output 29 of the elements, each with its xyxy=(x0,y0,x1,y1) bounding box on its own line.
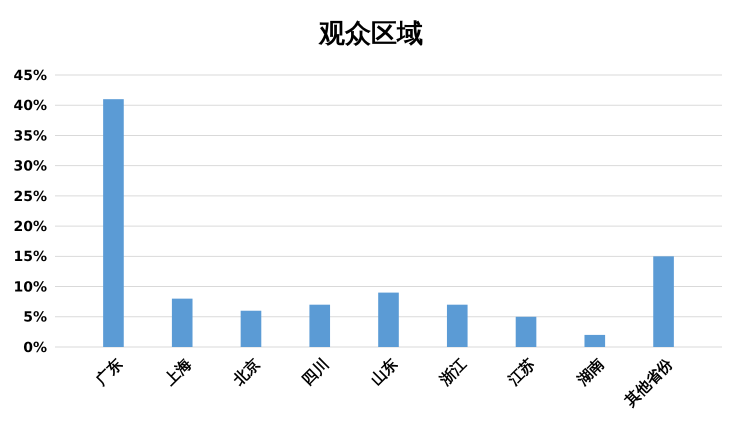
x-tick-label: 广东 xyxy=(91,354,126,390)
y-tick-label: 40% xyxy=(13,98,47,114)
y-tick-label: 15% xyxy=(13,249,47,266)
y-tick-label: 35% xyxy=(13,128,47,144)
bar xyxy=(378,292,399,347)
y-tick-label: 5% xyxy=(23,310,47,326)
y-tick-label: 20% xyxy=(13,219,47,236)
y-tick-label: 25% xyxy=(13,188,47,205)
x-tick-label: 湖南 xyxy=(572,354,608,390)
y-tick-label: 0% xyxy=(23,340,47,356)
bar xyxy=(240,310,262,347)
x-tick-label: 其他省份 xyxy=(620,354,677,411)
x-tick-label: 江苏 xyxy=(504,354,539,390)
bar xyxy=(584,334,606,347)
bar xyxy=(103,99,124,347)
bar xyxy=(172,298,193,347)
x-tick-label: 上海 xyxy=(160,354,195,390)
x-tick-label: 山东 xyxy=(367,354,402,389)
chart-title: 观众区域 xyxy=(318,19,423,49)
y-tick-label: 45% xyxy=(13,68,47,84)
bar xyxy=(309,304,330,347)
x-tick-label: 浙江 xyxy=(435,354,470,390)
bar xyxy=(516,316,536,347)
y-tick-label: 10% xyxy=(13,279,47,296)
bar xyxy=(653,256,674,347)
bar xyxy=(446,304,468,347)
x-tick-label: 北京 xyxy=(228,354,264,390)
y-tick-label: 30% xyxy=(13,158,47,175)
x-tick-label: 四川 xyxy=(298,354,332,389)
